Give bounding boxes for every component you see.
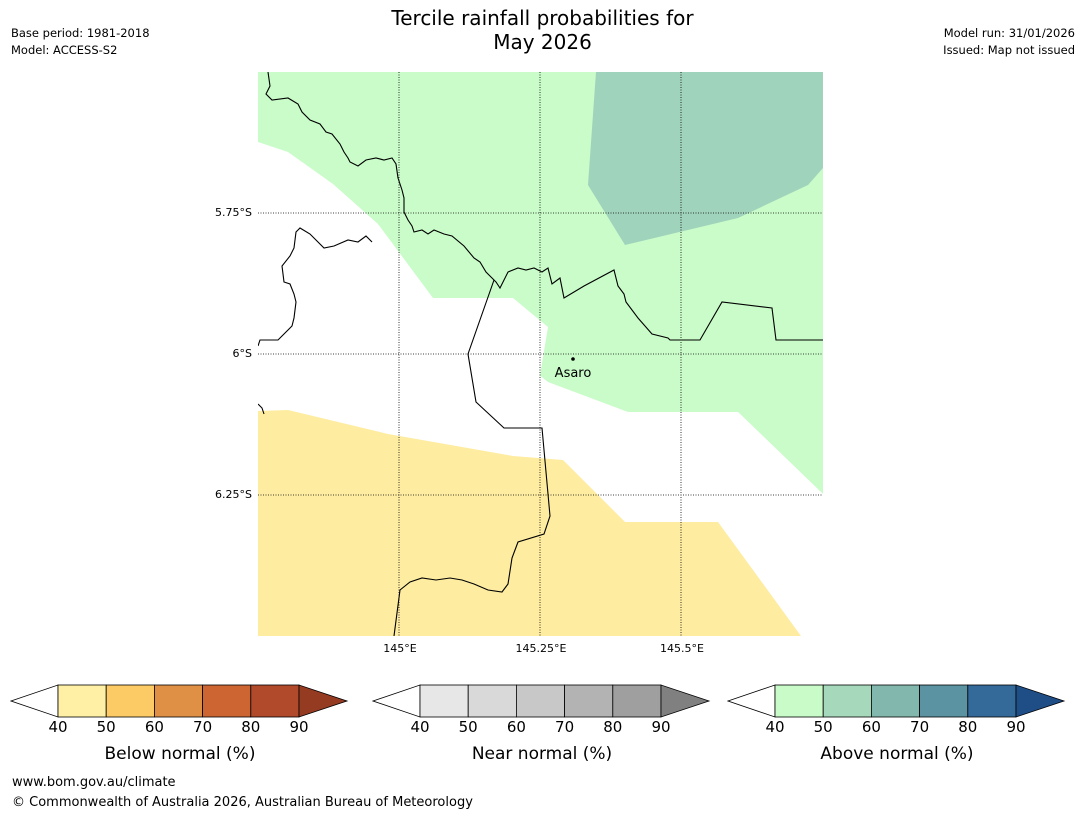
colorbar-low-extension [10,684,59,718]
colorbar-tick-label: 60 [861,718,881,736]
colorbar-high-extension [660,684,711,718]
colorbar-tick-label: 40 [765,718,785,736]
colorbar-segment [774,684,824,718]
lon-label-14550: 145.5°E [660,642,704,655]
colorbar-tick-label: 40 [410,718,430,736]
boundary-central [393,279,551,636]
issued-text: Issued: Map not issued [943,43,1075,57]
colorbar-tick-label: 70 [910,718,930,736]
colorbar-near-label: Near normal (%) [471,744,613,764]
colorbar-above-label: Above normal (%) [820,744,974,764]
colorbar-tick-label: 50 [813,718,833,736]
colorbar-segment [419,684,469,718]
colorbar-high-extension [298,684,349,718]
lat-label-600: 6°S [232,347,252,360]
colorbar-segment [870,684,920,718]
colorbar-segment [105,684,155,718]
title-line-2: May 2026 [493,30,592,54]
colorbar-high-extension [1015,684,1066,718]
colorbar-segment [515,684,565,718]
rainfall-map[interactable]: Asaro [258,72,823,636]
colorbar-segment [57,684,107,718]
colorbar-tick-label: 80 [241,718,261,736]
colorbar-near-svg [372,684,711,718]
colorbar-tick-label: 60 [144,718,164,736]
colorbar-tick-label: 40 [48,718,68,736]
above-normal-50-60-region [588,72,823,245]
colorbar-segment [564,684,614,718]
colorbar-below-label: Below normal (%) [104,744,256,764]
colorbar-segment [467,684,517,718]
lon-label-14500: 145°E [383,642,417,655]
asaro-marker[interactable] [571,357,575,361]
below-normal-40-50-region [258,410,801,636]
boundary-west [258,227,373,347]
colorbar-segment [822,684,872,718]
colorbar-above-normal: 40 50 60 70 80 90 Above normal (%) [727,684,1067,764]
metadata-left: Base period: 1981-2018 Model: ACCESS-S2 [11,25,150,59]
colorbar-near-normal: 40 50 60 70 80 90 Near normal (%) [372,684,712,764]
lat-label-625: 6.25°S [215,488,252,501]
lon-label-14525: 145.25°E [515,642,567,655]
colorbar-segment [612,684,662,718]
map-canvas: Asaro [258,72,823,636]
colorbar-low-extension [372,684,421,718]
model-run-text: Model run: 31/01/2026 [943,26,1075,40]
colorbar-segment [202,684,252,718]
colorbar-tick-label: 50 [96,718,116,736]
lat-label-575: 5.75°S [215,206,252,219]
colorbar-tick-label: 90 [1006,718,1026,736]
footer-url[interactable]: www.bom.gov.au/climate [12,775,176,790]
base-period-text: Base period: 1981-2018 [11,26,150,40]
page-title: Tercile rainfall probabilities for May 2… [300,6,785,54]
colorbar-segment [250,684,300,718]
colorbar-tick-label: 70 [555,718,575,736]
colorbar-tick-label: 80 [958,718,978,736]
title-line-1: Tercile rainfall probabilities for [391,6,694,30]
colorbar-tick-label: 60 [506,718,526,736]
colorbar-tick-label: 70 [193,718,213,736]
model-text: Model: ACCESS-S2 [11,43,118,57]
colorbar-tick-label: 90 [651,718,671,736]
boundary-north [265,72,823,341]
graticule [258,72,823,636]
footer-copyright: © Commonwealth of Australia 2026, Austra… [12,795,473,810]
asaro-label: Asaro [555,366,592,381]
province-boundaries [258,72,823,636]
colorbar-above-svg [727,684,1066,718]
metadata-right: Model run: 31/01/2026 Issued: Map not is… [943,25,1075,59]
colorbar-below-normal: 40 50 60 70 80 90 Below normal (%) [10,684,350,764]
colorbar-below-svg [10,684,349,718]
colorbar-tick-label: 90 [289,718,309,736]
colorbar-segment [153,684,203,718]
colorbar-segment [967,684,1017,718]
colorbar-low-extension [727,684,776,718]
boundary-coast [258,403,265,415]
colorbar-tick-label: 80 [603,718,623,736]
colorbar-tick-label: 50 [458,718,478,736]
colorbar-segment [919,684,969,718]
